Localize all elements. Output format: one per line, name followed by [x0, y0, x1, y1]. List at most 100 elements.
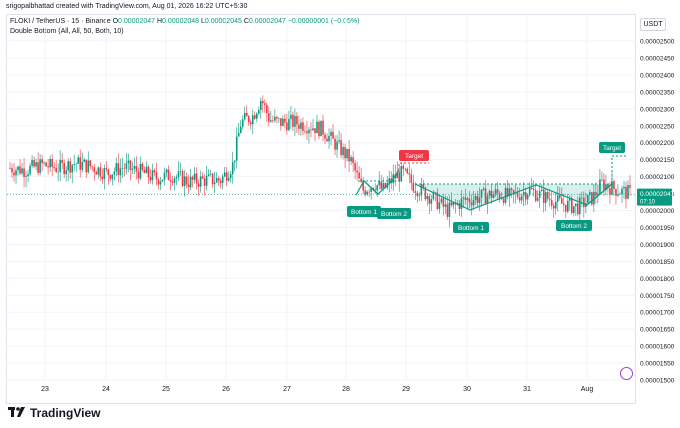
- candle: [378, 171, 380, 190]
- candle: [396, 161, 399, 179]
- candle: [282, 115, 284, 127]
- candle: [573, 206, 575, 217]
- candle: [544, 187, 547, 212]
- candle: [484, 179, 487, 204]
- candle: [169, 172, 172, 191]
- candle: [306, 120, 308, 140]
- candle: [308, 127, 310, 144]
- svg-text:Bottom 2: Bottom 2: [381, 211, 407, 218]
- currency-button[interactable]: USDT: [640, 18, 666, 31]
- tradingview-logo: TradingView: [8, 406, 100, 420]
- replay-icon[interactable]: [620, 367, 633, 380]
- symbol-name[interactable]: FLOKI / TetherUS · 15 · Binance: [10, 18, 111, 25]
- time-tick-label: 28: [342, 386, 350, 393]
- indicator-legend[interactable]: Double Bottom (All, All, 50, Both, 10): [10, 28, 124, 35]
- candle: [376, 184, 378, 197]
- tradingview-wordmark: TradingView: [30, 406, 101, 420]
- candle: [87, 151, 90, 174]
- candle: [89, 159, 92, 170]
- candle: [552, 202, 555, 218]
- candle: [595, 182, 597, 204]
- candle: [494, 184, 497, 197]
- candle: [324, 131, 326, 144]
- time-tick-label: 31: [523, 386, 531, 393]
- candle: [223, 167, 226, 178]
- candle: [362, 177, 364, 195]
- candle: [298, 115, 300, 136]
- candle: [352, 151, 354, 172]
- candle: [199, 170, 202, 193]
- candle: [71, 163, 74, 184]
- candle: [364, 186, 366, 198]
- candle: [452, 202, 455, 209]
- candle: [368, 188, 370, 198]
- time-tick-label: 29: [402, 386, 410, 393]
- candle: [183, 170, 186, 197]
- candle: [627, 180, 629, 200]
- candles: [9, 95, 631, 228]
- candle: [163, 167, 166, 186]
- candle: [406, 167, 409, 175]
- time-tick-label: Aug: [581, 386, 594, 393]
- candle: [27, 169, 29, 182]
- open-value: 0.00002047: [118, 18, 156, 25]
- candle: [49, 155, 51, 173]
- candle: [346, 148, 348, 162]
- candle: [127, 153, 130, 173]
- candle: [21, 163, 23, 176]
- candle: [43, 161, 45, 166]
- candle: [304, 125, 306, 134]
- candle: [408, 164, 411, 184]
- candle: [185, 172, 188, 189]
- candle: [175, 174, 178, 186]
- candle: [334, 135, 336, 156]
- candle: [416, 190, 419, 203]
- candle: [195, 167, 198, 190]
- candle: [322, 114, 324, 142]
- grid: [7, 15, 636, 381]
- candle: [542, 179, 545, 213]
- candle: [151, 163, 154, 185]
- candle: [318, 119, 320, 140]
- time-tick-label: 23: [41, 386, 49, 393]
- bottom2-label-a: Bottom 2: [377, 208, 411, 219]
- chart-credit: srigopalbhattad created with TradingView…: [6, 3, 248, 10]
- candle: [538, 185, 541, 209]
- candle: [268, 106, 270, 127]
- candle: [593, 183, 595, 212]
- candle: [360, 167, 362, 184]
- candle: [51, 154, 53, 176]
- candle: [239, 120, 242, 134]
- candle: [402, 163, 405, 176]
- candle: [189, 169, 192, 191]
- candle: [601, 171, 603, 182]
- candle: [446, 196, 449, 220]
- candle: [540, 184, 543, 192]
- candle: [179, 162, 182, 176]
- candle: [11, 163, 13, 178]
- price-tag-countdown: 07:10: [640, 200, 656, 206]
- pattern-fill: [415, 184, 612, 210]
- candle: [470, 194, 473, 216]
- candle: [211, 173, 214, 188]
- candle: [388, 170, 391, 193]
- candle: [173, 175, 176, 191]
- candle: [496, 182, 499, 200]
- candle: [75, 162, 78, 173]
- candle: [255, 112, 258, 123]
- candle: [117, 153, 120, 183]
- candle: [235, 127, 238, 169]
- target-badge-1: [399, 150, 429, 161]
- candle: [422, 180, 425, 191]
- candle: [29, 162, 31, 177]
- candle: [458, 200, 461, 216]
- price-tick-label: 0.00002500: [640, 39, 675, 46]
- candle: [460, 190, 463, 217]
- candle: [356, 161, 358, 181]
- low-value: 0.00002045: [204, 18, 242, 25]
- candle: [249, 119, 252, 130]
- candle: [332, 124, 334, 139]
- chart-pane[interactable]: [6, 14, 636, 404]
- candle: [153, 168, 156, 177]
- candle: [370, 186, 372, 200]
